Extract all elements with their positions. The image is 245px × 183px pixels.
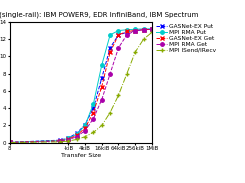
MPI RMA Get <box>75 136 78 138</box>
MPI RMA Get <box>100 98 103 101</box>
GASNet-EX Get <box>117 34 120 36</box>
Line: MPI ISend/IRecv: MPI ISend/IRecv <box>8 31 154 144</box>
GASNet-EX Get <box>75 134 78 137</box>
GASNet-EX Get <box>67 138 70 140</box>
GASNet-EX Get <box>109 51 111 53</box>
MPI ISend/IRecv <box>92 131 95 133</box>
GASNet-EX Put <box>125 31 128 33</box>
GASNet-EX Get <box>59 140 61 142</box>
MPI RMA Get <box>109 73 111 75</box>
MPI RMA Put <box>134 28 137 30</box>
GASNet-EX Get <box>8 141 11 143</box>
Line: GASNet-EX Put: GASNet-EX Put <box>8 28 154 144</box>
MPI RMA Put <box>59 139 61 142</box>
MPI ISend/IRecv <box>8 141 11 144</box>
Legend: GASNet-EX Put, MPI RMA Put, GASNet-EX Get, MPI RMA Get, MPI ISend/IRecv: GASNet-EX Put, MPI RMA Put, GASNet-EX Ge… <box>155 22 218 54</box>
GASNet-EX Put <box>100 77 103 79</box>
MPI RMA Get <box>67 139 70 141</box>
GASNet-EX Put <box>134 29 137 32</box>
MPI RMA Get <box>134 29 137 32</box>
MPI RMA Put <box>75 133 78 135</box>
GASNet-EX Put <box>84 124 86 126</box>
MPI ISend/IRecv <box>59 141 61 143</box>
MPI RMA Put <box>84 124 86 127</box>
Line: GASNet-EX Get: GASNet-EX Get <box>8 28 154 144</box>
GASNet-EX Put <box>92 107 95 109</box>
GASNet-EX Put <box>109 47 111 49</box>
MPI ISend/IRecv <box>84 136 86 138</box>
MPI RMA Get <box>150 28 153 30</box>
MPI RMA Put <box>142 28 145 30</box>
GASNet-EX Put <box>117 34 120 36</box>
Title: Summit 1 (single-rail): IBM POWER9, EDR InfiniBand, IBM Spectrum: Summit 1 (single-rail): IBM POWER9, EDR … <box>0 12 198 18</box>
GASNet-EX Put <box>8 141 11 143</box>
GASNet-EX Put <box>67 137 70 139</box>
GASNet-EX Put <box>59 139 61 141</box>
MPI RMA Put <box>67 137 70 139</box>
MPI RMA Put <box>109 34 111 36</box>
GASNet-EX Get <box>125 30 128 33</box>
MPI RMA Put <box>150 28 153 30</box>
GASNet-EX Get <box>134 29 137 32</box>
Line: MPI RMA Get: MPI RMA Get <box>8 28 154 144</box>
MPI RMA Get <box>8 141 11 144</box>
MPI ISend/IRecv <box>100 124 103 127</box>
Line: MPI RMA Put: MPI RMA Put <box>8 27 154 144</box>
MPI RMA Get <box>92 117 95 120</box>
GASNet-EX Put <box>142 29 145 31</box>
MPI ISend/IRecv <box>117 94 120 96</box>
MPI ISend/IRecv <box>125 73 128 75</box>
GASNet-EX Put <box>75 132 78 134</box>
MPI ISend/IRecv <box>67 140 70 142</box>
MPI RMA Get <box>59 140 61 142</box>
GASNet-EX Get <box>100 86 103 88</box>
GASNet-EX Get <box>142 29 145 31</box>
GASNet-EX Get <box>150 28 153 30</box>
GASNet-EX Put <box>150 28 153 30</box>
MPI ISend/IRecv <box>142 38 145 40</box>
MPI RMA Get <box>117 47 120 49</box>
GASNet-EX Get <box>84 127 86 129</box>
MPI RMA Get <box>125 34 128 36</box>
MPI RMA Get <box>142 29 145 31</box>
MPI ISend/IRecv <box>150 31 153 33</box>
MPI ISend/IRecv <box>109 111 111 114</box>
MPI RMA Put <box>125 29 128 31</box>
MPI RMA Put <box>117 29 120 32</box>
MPI RMA Put <box>100 64 103 66</box>
MPI RMA Put <box>92 103 95 105</box>
GASNet-EX Get <box>92 111 95 114</box>
X-axis label: Transfer Size: Transfer Size <box>61 153 101 158</box>
MPI ISend/IRecv <box>75 138 78 141</box>
MPI RMA Get <box>84 130 86 132</box>
MPI RMA Put <box>8 141 11 143</box>
MPI ISend/IRecv <box>134 51 137 53</box>
